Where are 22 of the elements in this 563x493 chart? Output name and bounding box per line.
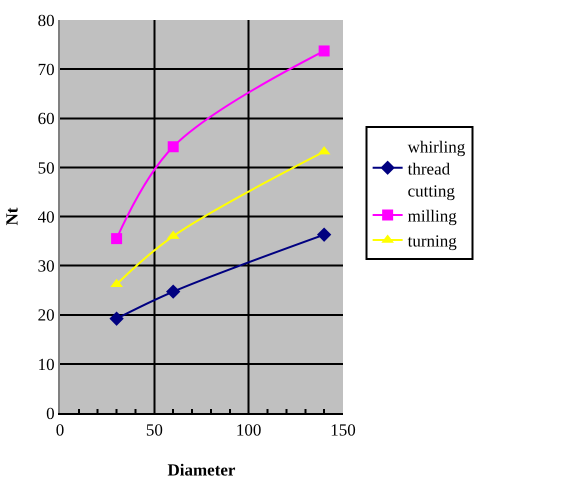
point	[168, 141, 179, 152]
y-tick-label: 80	[38, 10, 55, 30]
legend-label: milling	[408, 206, 458, 226]
point	[166, 284, 180, 299]
x-tick-label: 100	[236, 420, 262, 440]
x-tick-label: 50	[146, 420, 163, 440]
point	[318, 45, 330, 56]
y-tick-label: 30	[38, 256, 55, 276]
x-tick-label: 150	[330, 420, 356, 440]
y-tick-label: 10	[38, 354, 55, 374]
point	[109, 312, 124, 326]
y-axis-title: Nt	[2, 207, 22, 226]
y-tick-label: 0	[46, 404, 55, 423]
x-axis-title: Diameter	[168, 460, 236, 480]
y-tick-label: 70	[38, 60, 55, 80]
point	[111, 233, 122, 244]
y-tick-label: 20	[38, 306, 55, 325]
point	[316, 228, 332, 242]
y-tick-label: 60	[38, 109, 55, 128]
y-tick-label: 40	[38, 207, 55, 226]
y-tick-label: 50	[38, 158, 55, 178]
legend-label: turning	[408, 232, 458, 251]
